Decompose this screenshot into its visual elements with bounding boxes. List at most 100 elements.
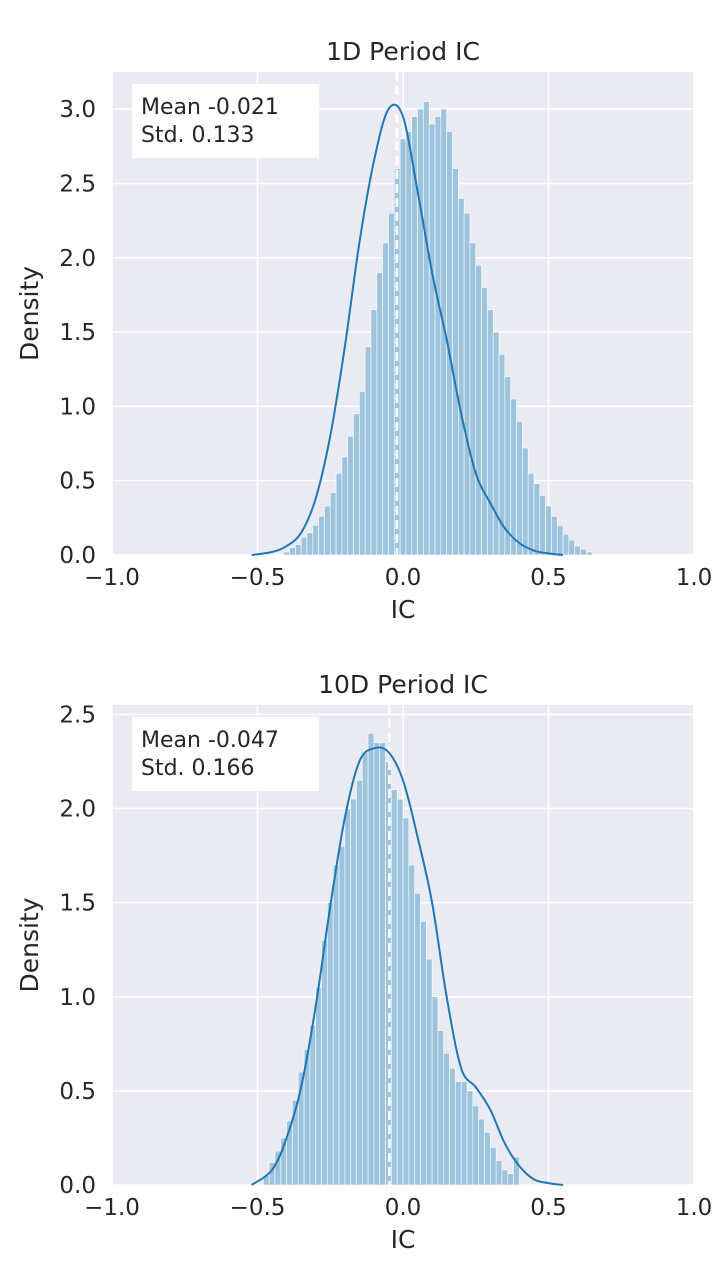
histogram-bar [475, 264, 482, 556]
y-tick-label: 2.5 [59, 171, 96, 197]
histogram-bar [449, 1067, 456, 1186]
stats-text: Std. 0.133 [141, 123, 255, 148]
histogram-bar [586, 551, 593, 556]
y-tick-label: 1.5 [59, 891, 96, 917]
x-tick-label: 1.0 [676, 565, 713, 591]
kde-curve [251, 103, 564, 556]
histogram-bar [460, 1081, 468, 1186]
histogram-bar [376, 272, 383, 556]
x-tick-label: 0.0 [385, 1195, 422, 1221]
x-axis-label: IC [391, 595, 416, 624]
histogram-bar [580, 548, 587, 556]
histogram-bar [481, 287, 488, 556]
x-tick-label: 0.0 [385, 565, 422, 591]
histogram-bar [423, 101, 430, 556]
histogram-bar [522, 447, 529, 556]
histogram-bar [321, 939, 328, 1186]
histogram-bar [324, 505, 331, 556]
histogram-bar [469, 242, 477, 556]
histogram-bar [373, 742, 381, 1186]
y-tick-label: 3.0 [59, 97, 96, 123]
histogram-bar [574, 545, 581, 556]
histogram-bar [527, 472, 535, 556]
histogram-bar [300, 536, 308, 556]
histogram-bar [463, 212, 471, 556]
histogram-bar [382, 242, 389, 556]
x-tick-label: −1.0 [84, 1195, 140, 1221]
histogram-bar [420, 921, 427, 1186]
histogram-bar [315, 987, 322, 1186]
histogram-bar [545, 505, 552, 556]
stats-text: Std. 0.166 [141, 756, 255, 781]
histogram-bar [408, 864, 415, 1186]
histogram-bar [478, 1118, 485, 1186]
y-tick-label: 0.0 [59, 543, 96, 569]
x-axis-label: IC [391, 1225, 416, 1254]
histogram-bar [489, 1147, 497, 1186]
chart-title: 1D Period IC [326, 37, 480, 66]
y-tick-label: 1.5 [59, 320, 96, 346]
histogram-bar [562, 533, 570, 556]
histogram-bar [443, 1052, 450, 1186]
x-tick-label: 1.0 [676, 1195, 713, 1221]
histogram-bar [466, 1090, 474, 1186]
histogram-bar [329, 492, 337, 556]
y-tick-label: 0.5 [59, 1079, 96, 1105]
histogram-bar [283, 551, 290, 556]
y-tick-label: 2.5 [59, 702, 96, 728]
histogram-bar [361, 751, 369, 1186]
histogram-bar [472, 1105, 479, 1186]
histogram-bar [495, 1160, 503, 1186]
histogram-bar [417, 108, 424, 556]
histogram-bar [364, 346, 372, 556]
histogram-bar [367, 732, 375, 1186]
histogram-bar [356, 779, 363, 1186]
histogram-bar [533, 483, 541, 556]
y-tick-label: 2.0 [59, 246, 96, 272]
histogram-bar [513, 1156, 520, 1186]
histogram-bar [289, 547, 296, 556]
histogram-bar [399, 138, 407, 556]
histogram-bar [539, 495, 546, 556]
histogram-bar [487, 309, 494, 556]
histogram-bar [388, 212, 395, 556]
y-tick-label: 1.0 [59, 985, 96, 1011]
histogram-bar [428, 123, 436, 556]
histogram-bar [391, 789, 398, 1186]
histogram-bar [379, 742, 386, 1186]
histogram-bar [455, 1081, 462, 1186]
stats-text: Mean -0.021 [141, 95, 279, 120]
y-axis-label: Density [15, 266, 44, 361]
chart-1: Mean -0.021 Std. 0.133 1D Period IC 0.0 0.5… [15, 37, 712, 624]
histogram-bar [457, 198, 465, 556]
histogram-bar [437, 1030, 445, 1186]
stats-box [132, 84, 319, 158]
x-tick-label: −1.0 [84, 565, 140, 591]
histogram-bar [414, 892, 421, 1186]
stats-text: Mean -0.047 [141, 728, 279, 753]
histogram-bar [332, 864, 340, 1186]
x-tick-label: −0.5 [230, 1195, 286, 1221]
histogram-bar [312, 524, 319, 556]
y-tick-label: 2.0 [59, 797, 96, 823]
x-tick-label: −0.5 [230, 565, 286, 591]
histogram-bar [306, 532, 314, 556]
histogram-bar [492, 331, 500, 556]
histogram-bar [370, 309, 378, 556]
histogram-bar [434, 116, 442, 556]
histogram-bar [396, 798, 404, 1186]
histogram-bar [318, 516, 325, 556]
histogram-bar [402, 817, 410, 1186]
stats-box [132, 717, 319, 791]
histogram-bar [568, 539, 575, 556]
histogram-bar [556, 524, 564, 556]
histogram-bar [344, 808, 351, 1186]
histogram-bar [501, 1169, 509, 1186]
x-tick-label: 0.5 [530, 1195, 567, 1221]
histogram-bar [507, 1173, 514, 1186]
histogram-bar [551, 516, 558, 556]
histogram-bar [335, 472, 343, 556]
histogram-bar [452, 168, 459, 556]
histogram-bar [295, 544, 302, 556]
